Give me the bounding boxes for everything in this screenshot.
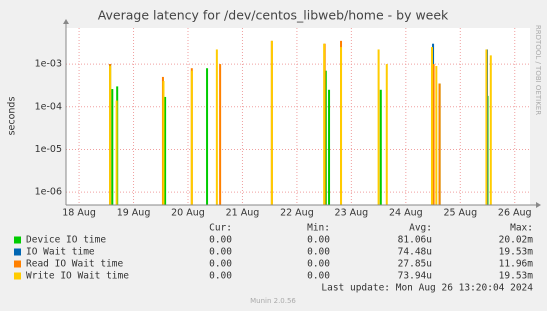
spike (340, 47, 343, 205)
legend-stat: 0.00 (209, 235, 232, 246)
legend-stat: 0.00 (209, 259, 232, 270)
spike (324, 70, 327, 205)
legend-header: Cur: (209, 223, 232, 234)
plot-area (66, 28, 530, 205)
last-update: Last update: Mon Aug 26 13:20:04 2024 (321, 283, 533, 294)
spike (485, 49, 488, 205)
spike (379, 89, 382, 205)
legend-header: Avg: (409, 223, 432, 234)
y-tick-label: 1e-05 (35, 144, 62, 155)
legend-swatch (14, 248, 21, 256)
x-tick-label: 19 Aug (117, 208, 151, 219)
spike (164, 96, 167, 205)
spike (489, 55, 492, 205)
legend-stat: 0.00 (307, 259, 330, 270)
spike (430, 47, 433, 205)
y-arrow (63, 19, 69, 24)
legend-label: IO Wait time (26, 247, 95, 258)
x-tick-label: 21 Aug (226, 208, 260, 219)
legend-swatch (14, 272, 21, 280)
legend-stat: 19.53m (499, 271, 534, 282)
spike (377, 49, 380, 205)
legend-stat: 19.53m (499, 247, 534, 258)
legend: Cur: Min: Avg: Max:Device IO time 0.00 0.00 81… (14, 223, 533, 282)
spike (328, 89, 331, 205)
grid (66, 28, 530, 205)
legend-stat: 20.02m (499, 235, 534, 246)
legend-label: Read IO Wait time (26, 259, 124, 270)
spike (206, 68, 209, 206)
legend-stat: 0.00 (209, 247, 232, 258)
x-tick-label: 20 Aug (171, 208, 205, 219)
legend-stat: 11.96m (499, 259, 534, 270)
y-tick-label: 1e-06 (35, 187, 62, 198)
spike (111, 89, 114, 205)
legend-stat: 0.00 (209, 271, 232, 282)
x-tick-label: 25 Aug (443, 208, 477, 219)
spike (215, 49, 218, 205)
spike (162, 81, 165, 205)
y-tick-label: 1e-04 (35, 101, 62, 112)
spike (109, 66, 112, 205)
legend-label: Device IO time (26, 235, 106, 246)
footer: Munin 2.0.56 (250, 297, 296, 305)
legend-stat: 0.00 (307, 235, 330, 246)
spike (432, 64, 435, 205)
legend-label: Write IO Wait time (26, 271, 129, 282)
legend-stat: 0.00 (307, 271, 330, 282)
marks (109, 40, 492, 206)
x-tick-label: 22 Aug (280, 208, 314, 219)
legend-swatch (14, 260, 21, 268)
spike (435, 66, 438, 205)
legend-stat: 27.85u (398, 259, 432, 270)
legend-swatch (14, 236, 21, 244)
side-label: RRDTOOL / TOBI OETIKER (534, 25, 542, 115)
x-tick-label: 24 Aug (389, 208, 423, 219)
spike (323, 43, 326, 205)
legend-stat: 81.06u (398, 235, 432, 246)
spike (385, 64, 388, 205)
spike (190, 70, 193, 205)
x-tick-label: 26 Aug (498, 208, 532, 219)
chart-title: Average latency for /dev/centos_libweb/h… (98, 8, 449, 23)
y-tick-label: 1e-03 (35, 59, 62, 70)
legend-stat: 73.94u (398, 271, 432, 282)
y-axis-label: seconds (7, 97, 18, 136)
x-tick-label: 18 Aug (62, 208, 96, 219)
legend-stat: 74.48u (398, 247, 432, 258)
x-tick-label: 23 Aug (335, 208, 369, 219)
spike (219, 64, 222, 205)
legend-header: Min: (307, 223, 330, 234)
legend-header: Max: (510, 223, 533, 234)
spike (115, 100, 118, 205)
spike (438, 83, 441, 205)
legend-stat: 0.00 (307, 247, 330, 258)
spike (270, 40, 273, 205)
x-arrow (536, 202, 541, 208)
